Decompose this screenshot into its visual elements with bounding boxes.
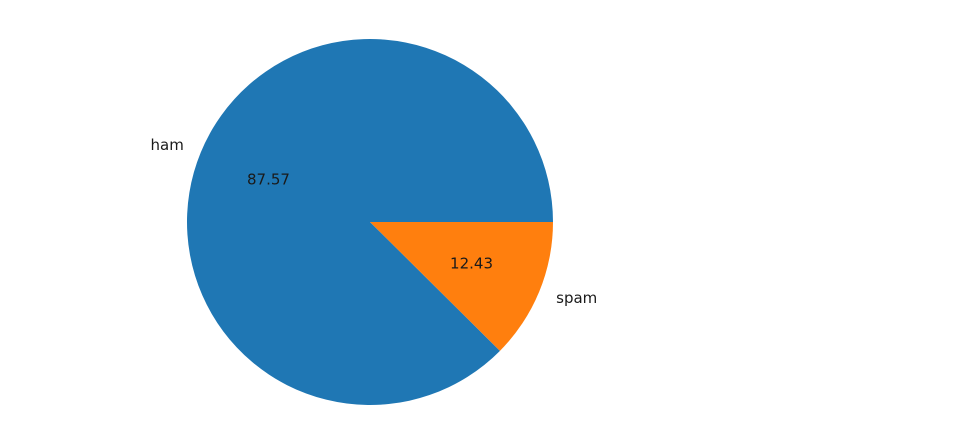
slice-value-label-spam: 12.43	[450, 254, 493, 272]
pie-slice-spam	[370, 222, 553, 351]
pie-labels: ham 87.57 spam 12.43	[151, 136, 598, 307]
pie-slice-ham	[186, 39, 553, 406]
slice-label-ham: ham	[151, 136, 184, 154]
slice-label-spam: spam	[556, 289, 597, 307]
pie-slices	[186, 39, 553, 406]
slice-value-label-ham: 87.57	[247, 171, 290, 189]
